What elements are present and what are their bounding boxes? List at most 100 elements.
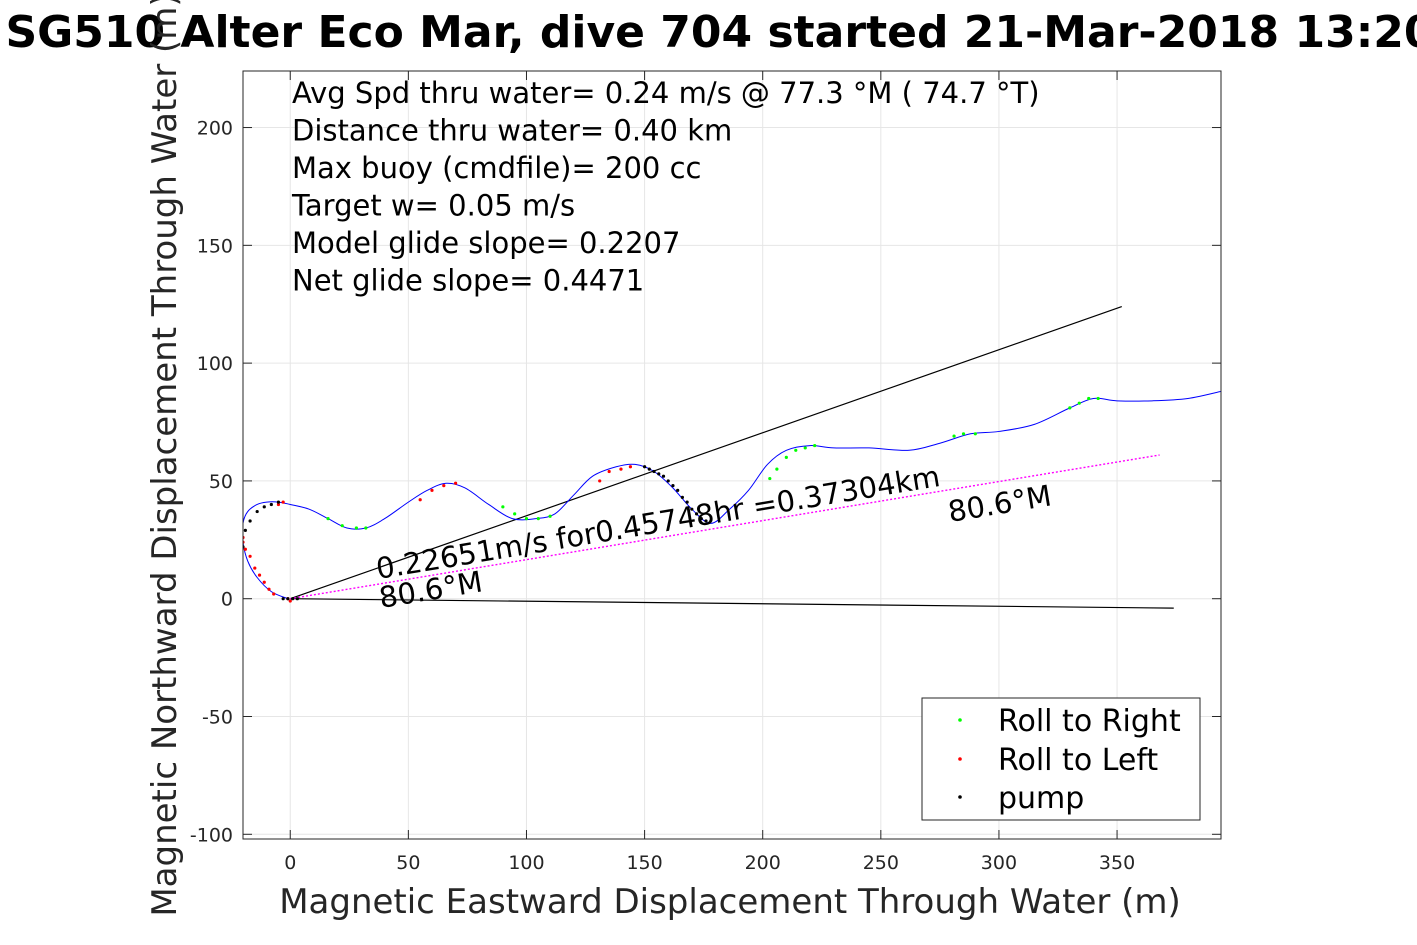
pump-point [295, 597, 299, 601]
roll-to-right-point [340, 524, 344, 528]
pump-point [291, 597, 295, 601]
roll-to-left-point [430, 488, 434, 492]
y-tick-label: 150 [197, 235, 233, 257]
legend-marker-roll-right [958, 718, 962, 722]
pump-point [652, 469, 656, 474]
pump-point [269, 502, 273, 507]
roll-to-left-point [267, 587, 271, 591]
legend-marker-roll-left [958, 757, 962, 761]
pump-point [262, 505, 266, 509]
roll-to-left-point [454, 481, 458, 485]
roll-to-right-point [1077, 401, 1081, 405]
roll-to-right-point [1087, 396, 1091, 401]
roll-to-right-point [803, 446, 807, 450]
legend: Roll to Right Roll to Left pump [921, 697, 1201, 821]
roll-to-left-point [598, 479, 602, 483]
info-line: Avg Spd thru water= 0.24 m/s @ 77.3 °M (… [292, 76, 1040, 110]
x-tick-label: 50 [396, 852, 420, 874]
pump-point [676, 488, 680, 492]
axes-box [242, 70, 1222, 840]
y-tick-label: -100 [190, 824, 233, 846]
roll-to-right-point [952, 434, 956, 438]
x-tick-label: 100 [508, 852, 544, 874]
pump-point [666, 479, 670, 483]
roll-to-left-point [262, 580, 266, 584]
info-text: Avg Spd thru water= 0.24 m/s @ 77.3 °M (… [291, 76, 1040, 298]
pump-point [647, 467, 651, 471]
roll-to-right-point [326, 517, 330, 521]
pump-point [680, 495, 684, 500]
pump-point [661, 474, 666, 478]
x-tick-label: 300 [981, 852, 1017, 874]
marker-points [243, 396, 1100, 603]
roll-to-right-point [536, 517, 540, 521]
roll-to-left-point [418, 498, 422, 502]
pump-point [276, 500, 281, 504]
legend-label-roll-right: Roll to Right [998, 704, 1181, 739]
x-tick-label: 250 [863, 852, 899, 874]
bearing-line [290, 598, 1174, 609]
legend-label-roll-left: Roll to Left [998, 743, 1158, 778]
roll-to-right-point [501, 505, 505, 509]
pump-point [690, 507, 694, 511]
roll-to-left-point [243, 547, 247, 551]
bearing-lines [290, 306, 1174, 609]
roll-to-right-point [548, 514, 552, 518]
x-tick-label: 200 [745, 852, 781, 874]
roll-to-right-point [768, 476, 772, 481]
y-tick-label: -50 [202, 706, 233, 728]
roll-to-left-point [272, 592, 276, 596]
info-line: Distance thru water= 0.40 km [292, 114, 732, 148]
pump-point [286, 597, 290, 601]
pump-point [248, 519, 252, 523]
pump-point [671, 484, 675, 488]
track-line [243, 390, 1221, 600]
roll-to-right-point [973, 432, 977, 436]
x-tick-label: 150 [626, 852, 662, 874]
pump-point [699, 517, 703, 521]
pump-point [657, 472, 661, 476]
roll-to-left-point [628, 465, 633, 469]
roll-to-left-point [281, 500, 285, 504]
y-tick-label: 0 [221, 589, 233, 611]
track-path [243, 390, 1221, 600]
roll-to-left-point [607, 469, 611, 474]
y-tick-label: 100 [197, 353, 233, 375]
pump-point [255, 509, 259, 514]
y-tick-label: 200 [197, 118, 233, 140]
bearing-line [290, 306, 1122, 600]
roll-to-right-point [813, 443, 817, 448]
roll-to-left-point [276, 502, 281, 507]
roll-to-right-point [961, 432, 966, 436]
pump-point [243, 528, 247, 532]
legend-marker-pump [958, 795, 962, 799]
roll-to-right-point [1096, 396, 1100, 401]
roll-to-right-point [524, 517, 529, 521]
roll-to-right-point [775, 467, 779, 471]
roll-to-left-point [253, 566, 257, 570]
roll-to-right-point [364, 526, 368, 530]
legend-box [921, 697, 1201, 821]
x-tick-label: 0 [284, 852, 296, 874]
chart-title: SG510 Alter Eco Mar, dive 704 started 21… [5, 7, 1417, 58]
y-tick-label: 50 [209, 471, 233, 493]
info-line: Target w= 0.05 m/s [291, 189, 575, 223]
roll-to-left-point [288, 599, 292, 603]
info-line: Model glide slope= 0.2207 [292, 226, 680, 260]
roll-to-right-point [513, 512, 517, 516]
pump-point [685, 500, 689, 504]
pump-point [281, 597, 285, 601]
roll-to-right-point [354, 526, 358, 530]
pump-point [704, 519, 708, 523]
fit-line-segment [290, 454, 1160, 600]
roll-to-left-point [248, 554, 252, 558]
roll-to-right-point [784, 455, 788, 459]
pump-point [642, 465, 647, 469]
x-axis-label: Magnetic Eastward Displacement Through W… [279, 882, 1181, 922]
ticks: 0 50 100 150 200 250 300 350 -100 -50 0 50 100 150 200 [190, 71, 1221, 874]
roll-to-left-point [442, 484, 446, 488]
roll-to-right-point [1068, 406, 1072, 410]
roll-to-right-point [794, 448, 798, 452]
info-line: Net glide slope= 0.4471 [292, 264, 644, 298]
